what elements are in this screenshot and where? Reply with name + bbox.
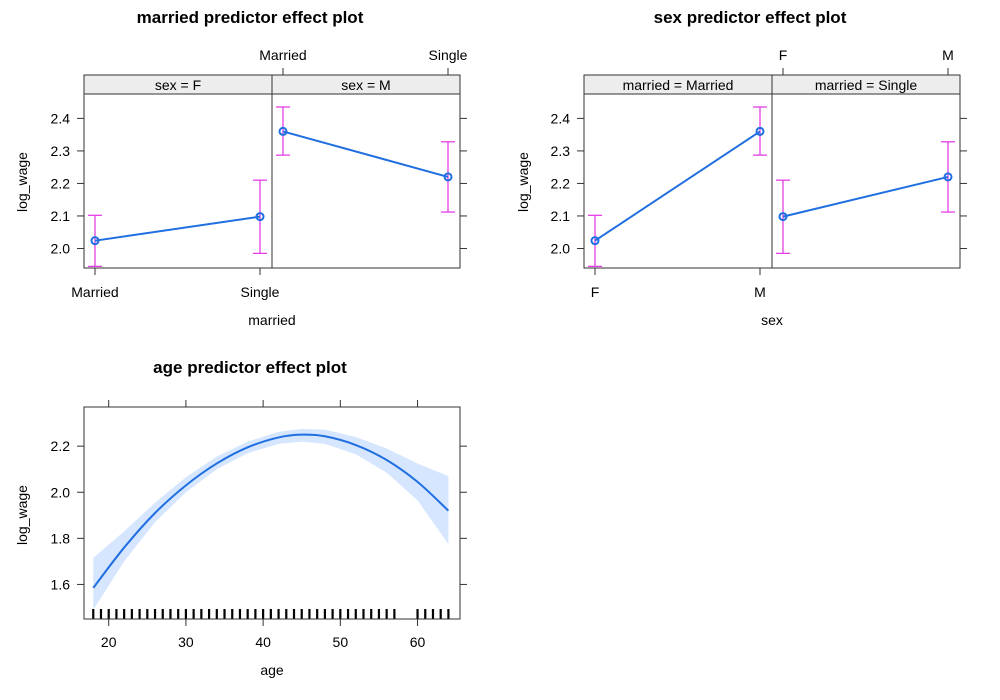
fit-point: [255, 212, 265, 222]
sex-chart-marks: [577, 68, 967, 275]
fit-point: [278, 126, 288, 136]
fit-line: [282, 130, 449, 178]
y-axis-label: log_wage: [14, 485, 30, 545]
x-tick-label-top: Single: [429, 47, 468, 63]
strip-label: sex = M: [341, 77, 390, 93]
x-tick-label-top: F: [779, 47, 788, 63]
plot-frame: [83, 406, 461, 620]
y-tick-label: 2.3: [51, 143, 71, 159]
fit-point: [755, 126, 765, 136]
y-tick-label: 1.8: [51, 530, 71, 546]
y-tick-label: 2.4: [551, 110, 571, 126]
fit-point: [590, 236, 600, 246]
y-tick-label: 2.4: [51, 110, 71, 126]
chart-title: married predictor effect plot: [137, 8, 364, 27]
y-tick-label: 2.0: [51, 484, 71, 500]
y-tick-label: 2.0: [551, 240, 571, 256]
x-axis-label: sex: [761, 312, 783, 328]
x-tick-label: 40: [255, 634, 271, 650]
y-tick-label: 1.6: [51, 576, 71, 592]
y-tick-label: 2.2: [51, 438, 71, 454]
fit-point: [943, 172, 953, 182]
y-tick-label: 2.0: [51, 240, 71, 256]
age-chart-marks: [77, 400, 467, 626]
fit-point: [90, 236, 100, 246]
x-axis-label: age: [260, 662, 284, 678]
x-tick-label: F: [591, 284, 600, 300]
confidence-band: [93, 428, 449, 610]
fit-point: [778, 212, 788, 222]
chart-title: sex predictor effect plot: [654, 8, 847, 27]
x-tick-label: 20: [101, 634, 117, 650]
fit-line: [782, 175, 949, 218]
y-tick-label: 2.1: [51, 208, 71, 224]
y-tick-label: 2.2: [51, 175, 71, 191]
fit-line: [94, 215, 261, 242]
y-tick-label: 2.1: [551, 208, 571, 224]
fit-point: [443, 172, 453, 182]
x-axis-label: married: [248, 312, 295, 328]
x-tick-label-top: Married: [259, 47, 306, 63]
x-tick-label: M: [754, 284, 766, 300]
y-axis-label: log_wage: [515, 152, 531, 212]
x-tick-label: 30: [178, 634, 194, 650]
age-effect-chart: age predictor effect plot age log_wage 2…: [14, 358, 467, 678]
y-tick-label: 2.2: [551, 175, 571, 191]
x-tick-label: Single: [241, 284, 280, 300]
chart-title: age predictor effect plot: [153, 358, 347, 377]
x-tick-label: 60: [410, 634, 426, 650]
married-effect-chart: married predictor effect plot married lo…: [14, 8, 468, 328]
fit-curve: [92, 433, 450, 589]
strip-label: sex = F: [155, 77, 201, 93]
x-tick-label: 50: [333, 634, 349, 650]
x-tick-label: Married: [71, 284, 118, 300]
y-axis-label: log_wage: [14, 152, 30, 212]
x-tick-label-top: M: [942, 47, 954, 63]
y-tick-label: 2.3: [551, 143, 571, 159]
fit-line: [594, 130, 761, 242]
sex-effect-chart: sex predictor effect plot sex log_wage m…: [515, 8, 967, 328]
strip-label: married = Single: [815, 77, 918, 93]
married-chart-marks: [77, 68, 467, 275]
strip-label: married = Married: [623, 77, 734, 93]
